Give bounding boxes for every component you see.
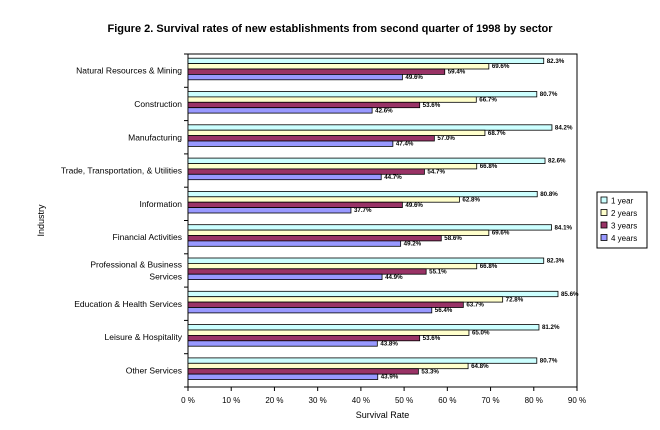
category-label: Manufacturing bbox=[128, 132, 182, 142]
x-tick-label: 60 % bbox=[438, 396, 456, 405]
bar-4-years bbox=[187, 140, 394, 147]
data-label: 43.8% bbox=[380, 340, 398, 347]
data-label: 43.9% bbox=[381, 374, 399, 381]
data-label: 65.0% bbox=[472, 330, 490, 337]
bar-4-years bbox=[187, 307, 433, 314]
data-label: 62.8% bbox=[462, 196, 480, 203]
legend-label: 3 years bbox=[611, 222, 637, 231]
data-label: 53.6% bbox=[423, 102, 441, 109]
data-label: 66.8% bbox=[480, 163, 498, 170]
category-label: Professional & Business bbox=[90, 259, 182, 269]
data-label: 80.8% bbox=[540, 191, 558, 198]
legend-swatch bbox=[600, 234, 608, 241]
legend-label: 1 year bbox=[611, 197, 634, 206]
legend-swatch bbox=[600, 221, 608, 229]
data-label: 82.3% bbox=[547, 58, 565, 65]
x-tick-label: 30 % bbox=[309, 396, 327, 405]
data-label: 66.7% bbox=[479, 97, 497, 104]
data-label: 49.6% bbox=[405, 202, 423, 209]
data-label: 55.1% bbox=[429, 268, 447, 275]
bar-4-years bbox=[187, 207, 352, 214]
data-label: 54.7% bbox=[427, 169, 445, 176]
legend-swatch bbox=[600, 196, 608, 204]
data-label: 68.7% bbox=[488, 130, 506, 137]
data-label: 84.1% bbox=[554, 224, 572, 231]
x-tick-label: 40 % bbox=[352, 396, 370, 405]
data-label: 82.3% bbox=[547, 258, 565, 265]
category-label: Leisure & Hospitality bbox=[105, 332, 183, 342]
category-label: Natural Resources & Mining bbox=[76, 66, 182, 76]
data-label: 69.6% bbox=[492, 63, 510, 70]
legend-label: 4 years bbox=[611, 234, 637, 243]
data-label: 80.7% bbox=[540, 91, 558, 98]
y-axis-title: Industry bbox=[36, 204, 46, 237]
data-label: 57.0% bbox=[437, 135, 455, 142]
bar-4-years bbox=[187, 107, 373, 114]
chart-title: Figure 2. Survival rates of new establis… bbox=[107, 23, 553, 35]
bar-1-year bbox=[187, 190, 538, 198]
bar-3-years bbox=[187, 301, 464, 308]
bar-2-years bbox=[187, 63, 490, 70]
bar-1-year bbox=[187, 290, 559, 298]
data-label: 66.8% bbox=[480, 263, 498, 270]
bar-2-years bbox=[187, 296, 504, 303]
category-label: Financial Activities bbox=[113, 232, 182, 242]
category-label: Services bbox=[149, 271, 182, 281]
data-label: 59.4% bbox=[448, 69, 466, 76]
data-label: 81.2% bbox=[542, 324, 560, 331]
data-label: 37.7% bbox=[354, 207, 372, 214]
category-label: Trade, Transportation, & Utilities bbox=[61, 166, 182, 176]
x-tick-label: 80 % bbox=[525, 396, 543, 405]
data-label: 53.6% bbox=[423, 335, 441, 342]
data-label: 49.6% bbox=[405, 74, 423, 81]
legend-label: 2 years bbox=[611, 209, 637, 218]
data-label: 85.6% bbox=[561, 291, 579, 298]
bar-4-years bbox=[187, 373, 379, 380]
data-label: 44.7% bbox=[384, 174, 402, 181]
bar-4-years bbox=[187, 340, 378, 347]
data-label: 53.3% bbox=[421, 368, 439, 375]
data-label: 64.8% bbox=[471, 363, 489, 370]
data-label: 80.7% bbox=[540, 358, 558, 365]
bar-4-years bbox=[187, 74, 403, 81]
category-label: Construction bbox=[134, 99, 182, 109]
data-label: 49.2% bbox=[404, 241, 422, 248]
x-axis-title: Survival Rate bbox=[356, 410, 410, 420]
x-tick-label: 50 % bbox=[395, 396, 413, 405]
x-tick-label: 20 % bbox=[265, 396, 283, 405]
bar-4-years bbox=[187, 240, 402, 247]
data-label: 72.8% bbox=[506, 296, 524, 303]
data-label: 42.6% bbox=[375, 107, 393, 114]
data-label: 84.2% bbox=[555, 124, 573, 131]
data-label: 58.6% bbox=[444, 235, 462, 242]
data-label: 63.7% bbox=[466, 302, 484, 309]
category-label: Education & Health Services bbox=[74, 299, 182, 309]
x-tick-label: 0 % bbox=[181, 396, 195, 405]
category-label: Other Services bbox=[126, 365, 182, 375]
x-tick-label: 90 % bbox=[568, 396, 586, 405]
category-label: Information bbox=[139, 199, 182, 209]
legend-swatch bbox=[600, 209, 608, 216]
data-label: 47.4% bbox=[396, 141, 414, 148]
data-label: 69.6% bbox=[492, 230, 510, 237]
x-tick-label: 70 % bbox=[481, 396, 499, 405]
bar-4-years bbox=[187, 273, 383, 281]
x-tick-label: 10 % bbox=[222, 396, 240, 405]
bar-1-year bbox=[187, 57, 545, 65]
bar-4-years bbox=[187, 173, 382, 181]
data-label: 44.9% bbox=[385, 274, 403, 281]
data-label: 82.6% bbox=[548, 158, 566, 165]
data-label: 56.4% bbox=[435, 307, 453, 314]
